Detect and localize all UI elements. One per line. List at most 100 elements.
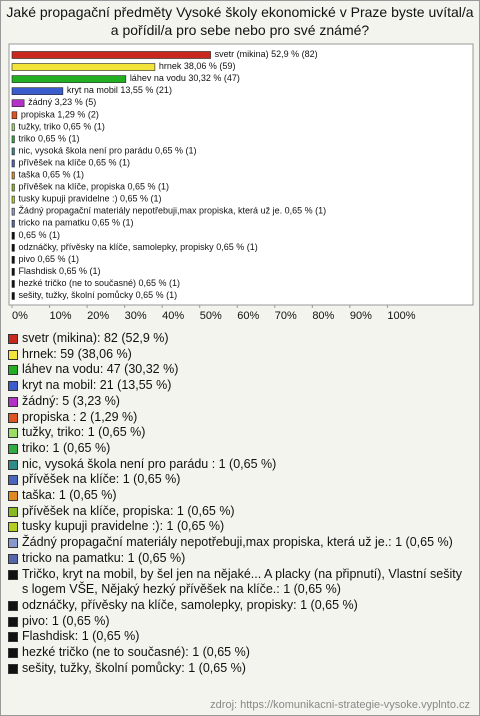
legend-marker <box>8 632 18 643</box>
legend-label: tužky, triko: 1 (0,65 %) <box>22 425 146 440</box>
category-label: žádný <box>28 98 53 108</box>
category-label: Flashdisk <box>18 266 57 276</box>
legend-item: taška: 1 (0,65 %) <box>8 488 470 504</box>
value-label: 0,65 % (1) <box>128 182 170 192</box>
value-label: 0,65 % (1) <box>37 254 79 264</box>
legend: svetr (mikina): 82 (52,9 %) hrnek: 59 (38… <box>8 331 470 676</box>
x-tick-label: 10% <box>50 310 72 322</box>
legend-item: Tričko, kryt na mobil, by šel jen na něj… <box>8 567 470 598</box>
bar <box>11 75 127 83</box>
category-label: svetr (mikina) <box>215 49 269 59</box>
x-tick-label: 40% <box>162 310 184 322</box>
bar <box>11 147 15 156</box>
legend-label: Tričko, kryt na mobil, by šel jen na něj… <box>22 566 463 597</box>
value-label: 0,65 % (1) <box>136 290 178 300</box>
value-label: 1,29 % (2) <box>57 110 99 120</box>
category-label: Žádný propagační materiály nepotřebuji,m… <box>18 206 282 216</box>
bar <box>11 99 25 107</box>
value-label: 52,9 % (82) <box>271 49 318 59</box>
category-label: taška <box>18 170 40 180</box>
legend-label: Žádný propagační materiály nepotřebuji,m… <box>22 535 453 550</box>
bar <box>11 183 15 192</box>
legend-item: láhev na vodu: 47 (30,32 %) <box>8 362 470 378</box>
legend-item: kryt na mobil: 21 (13,55 %) <box>8 378 470 394</box>
legend-label: tusky kupuji pravidelne :): 1 (0,65 %) <box>22 519 225 534</box>
legend-item: Žádný propagační materiály nepotřebuji,m… <box>8 535 470 551</box>
legend-item: sešity, tužky, školní pomůcky: 1 (0,65 %… <box>8 661 470 677</box>
value-label: 3,23 % (5) <box>55 98 97 108</box>
legend-item: přívěšek na klíče: 1 (0,65 %) <box>8 472 470 488</box>
category-label: triko <box>18 134 35 144</box>
value-label: 0,65 % (1) <box>155 146 197 156</box>
bar-label: propiska 1,29 % (2) <box>21 110 99 120</box>
legend-label: hrnek: 59 (38,06 %) <box>22 346 132 361</box>
value-label: 0,65 % (1) <box>18 230 60 240</box>
bar-label: svetr (mikina) 52,9 % (82) <box>215 49 318 59</box>
value-label: 0,65 % (1) <box>42 170 84 180</box>
bar <box>11 207 15 216</box>
bar <box>11 268 15 276</box>
category-label: sešity, tužky, školní pomůcky <box>18 290 133 300</box>
value-label: 0,65 % (1) <box>120 194 162 204</box>
bar-label: sešity, tužky, školní pomůcky 0,65 % (1) <box>18 290 177 300</box>
legend-marker <box>8 349 18 360</box>
source: zdroj: https://komunikacni-strategie-vys… <box>210 699 470 711</box>
value-label: 30,32 % (47) <box>188 73 240 83</box>
bar-label: Flashdisk 0,65 % (1) <box>18 266 100 276</box>
legend-label: sešity, tužky, školní pomůcky: 1 (0,65 %… <box>22 660 246 675</box>
category-label: tužky, triko <box>18 122 60 132</box>
legend-marker <box>8 475 18 486</box>
legend-marker <box>8 491 18 502</box>
bar <box>11 219 15 228</box>
legend-label: triko: 1 (0,65 %) <box>22 440 111 455</box>
category-label: láhev na vodu <box>130 73 186 83</box>
legend-marker <box>8 412 18 423</box>
legend-item: hrnek: 59 (38,06 %) <box>8 347 470 363</box>
x-tick-label: 30% <box>125 310 147 322</box>
value-label: 0,65 % (1) <box>38 134 80 144</box>
value-label: 0,65 % (1) <box>59 266 101 276</box>
value-label: 0,65 % (1) <box>139 278 181 288</box>
legend-item: přívěšek na klíče, propiska: 1 (0,65 %) <box>8 504 470 520</box>
x-tick-label: 60% <box>237 310 259 322</box>
value-label: 0,65 % (1) <box>216 242 258 252</box>
legend-item: žádný: 5 (3,23 %) <box>8 394 470 410</box>
bar <box>11 51 211 59</box>
legend-marker <box>8 600 18 611</box>
bar-label: pivo 0,65 % (1) <box>18 254 79 264</box>
legend-marker <box>8 396 18 407</box>
x-tick-label: 20% <box>87 310 109 322</box>
x-tick-label: 50% <box>200 310 222 322</box>
legend-label: kryt na mobil: 21 (13,55 %) <box>22 378 172 393</box>
bar <box>11 195 15 204</box>
x-tick-label: 0% <box>12 310 28 322</box>
category-label: pivo <box>18 254 35 264</box>
bar <box>11 111 18 120</box>
bar-label: láhev na vodu 30,32 % (47) <box>130 73 240 83</box>
category-label: nic, vysoká škola není pro parádu <box>18 146 155 156</box>
legend-marker <box>8 663 18 674</box>
legend-label: propiska : 2 (1,29 %) <box>22 409 138 424</box>
bar <box>11 123 15 132</box>
category-label: přívěšek na klíče <box>18 158 86 168</box>
bar-label: tužky, triko 0,65 % (1) <box>18 122 104 132</box>
bar <box>11 256 15 264</box>
bar-label: hezké tričko (ne to současné) 0,65 % (1) <box>18 278 180 288</box>
legend-marker <box>8 334 18 344</box>
bar <box>11 87 64 95</box>
legend-item: hezké tričko (ne to současné): 1 (0,65 %… <box>8 645 470 661</box>
legend-marker <box>8 381 18 392</box>
legend-label: nic, vysoká škola není pro parádu : 1 (0… <box>22 456 277 471</box>
chart-title: Jaké propagační předměty Vysoké školy ek… <box>6 4 474 38</box>
legend-marker <box>8 569 18 580</box>
bar-label: odznáčky, přívěsky na klíče, samolepky, … <box>18 242 257 252</box>
legend-marker <box>8 365 18 376</box>
legend-marker <box>8 443 18 454</box>
legend-label: odznáčky, přívěsky na klíče, samolepky, … <box>22 597 358 612</box>
legend-marker <box>8 428 18 439</box>
legend-label: Flashdisk: 1 (0,65 %) <box>22 629 140 644</box>
bar-label: přívěšek na klíče, propiska 0,65 % (1) <box>18 182 169 192</box>
legend-item: pivo: 1 (0,65 %) <box>8 614 470 630</box>
value-label: 38,06 % (59) <box>184 61 236 71</box>
legend-label: přívěšek na klíče: 1 (0,65 %) <box>22 472 181 487</box>
